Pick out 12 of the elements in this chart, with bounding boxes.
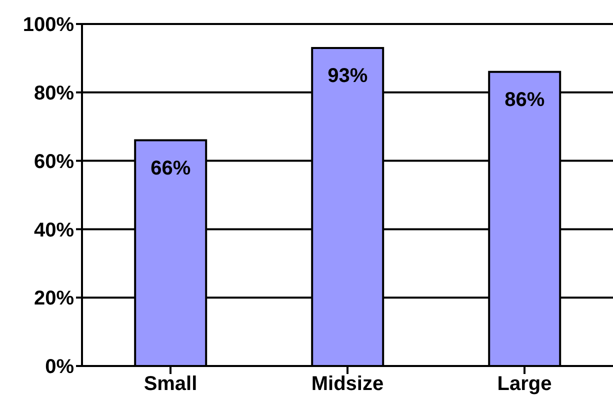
y-tick-label: 40% [34,219,74,242]
data-label: 93% [328,65,368,88]
y-tick-label: 100% [22,14,74,36]
y-tick-label: 60% [34,150,74,173]
y-tick-label: 80% [34,82,74,104]
y-tick-label: 0% [45,356,74,378]
y-tick-label: 20% [34,288,74,310]
data-label: 86% [504,89,545,112]
data-label: 66% [150,157,191,180]
x-tick-label: Small [144,373,198,396]
x-tick-label: Midsize [311,373,384,396]
x-tick-label: Large [497,373,552,396]
